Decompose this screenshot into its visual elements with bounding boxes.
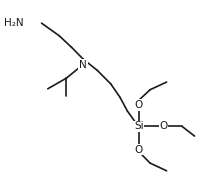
Text: H₂N: H₂N	[4, 18, 24, 28]
Text: O: O	[135, 145, 143, 155]
Text: Si: Si	[134, 121, 143, 131]
Text: N: N	[79, 60, 87, 70]
Text: O: O	[159, 121, 168, 131]
Text: O: O	[135, 100, 143, 110]
